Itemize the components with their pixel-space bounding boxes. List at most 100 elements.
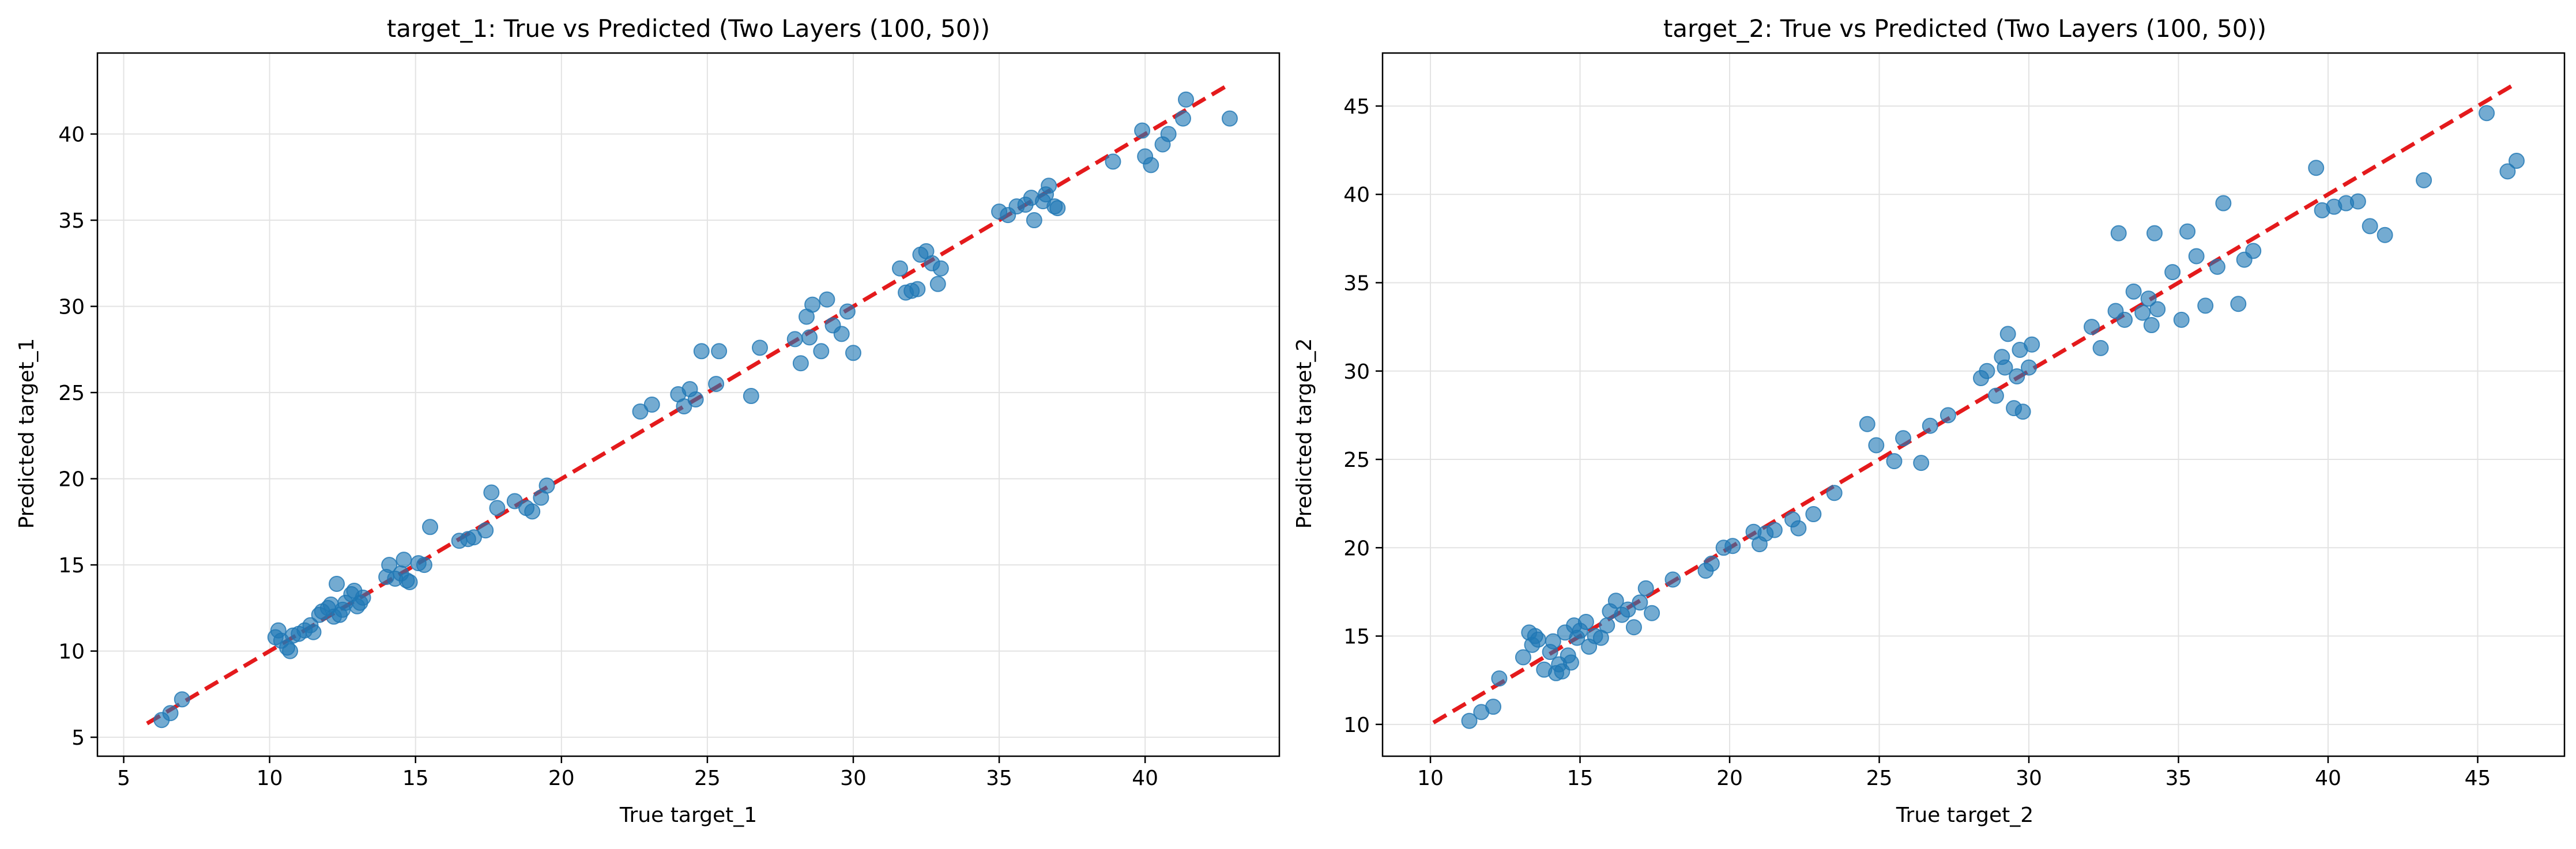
scatter-point	[2479, 105, 2495, 122]
scatter-point	[1868, 437, 1885, 454]
x-tick-label: 15	[1567, 767, 1594, 790]
y-tick-label: 20	[58, 468, 85, 492]
scatter-point	[819, 291, 835, 308]
x-tick-label: 15	[402, 767, 429, 790]
chart-title: target_2: True vs Predicted (Two Layers …	[1663, 14, 2266, 43]
scatter-point	[2084, 319, 2100, 335]
scatter-point	[1160, 126, 1177, 142]
chart-panel-target-2: target_2: True vs Predicted (Two Layers …	[1293, 14, 2566, 827]
y-tick-label: 15	[58, 554, 85, 578]
scatter-point	[1491, 670, 1508, 687]
scatter-point	[2245, 243, 2262, 259]
x-tick-label: 35	[986, 767, 1012, 790]
scatter-point	[1607, 593, 1624, 609]
y-tick-label: 10	[58, 640, 85, 664]
scatter-point	[1041, 178, 1057, 194]
x-tick-label: 40	[2315, 767, 2341, 790]
y-tick-label: 25	[58, 382, 85, 405]
plot-area-frame	[1381, 52, 2566, 757]
scatter-point	[1987, 387, 2004, 404]
scatter-point	[2021, 359, 2038, 376]
scatter-point	[2197, 297, 2214, 314]
scatter-point	[687, 391, 704, 408]
scatter-points	[153, 91, 1238, 729]
scatter-point	[2110, 225, 2127, 242]
scatter-point	[1178, 91, 1195, 108]
y-tick-label: 40	[58, 123, 85, 147]
scatter-point	[1577, 614, 1594, 631]
scatter-point	[1913, 455, 1930, 471]
scatter-point	[1026, 212, 1042, 229]
scatter-point	[801, 329, 818, 346]
scatter-point	[804, 296, 821, 313]
scatter-point	[2092, 339, 2109, 356]
y-tick-label: 10	[1343, 714, 1370, 737]
scatter-point	[401, 573, 418, 590]
scatter-point	[2164, 264, 2181, 281]
scatter-point	[2009, 368, 2025, 384]
scatter-point	[1545, 633, 1561, 650]
scatter-point	[2308, 160, 2325, 176]
scatter-point	[1939, 407, 1956, 424]
scatter-point	[2146, 225, 2163, 242]
y-axis-label: Predicted target_1	[15, 338, 39, 529]
x-tick-label: 30	[840, 767, 867, 790]
scatter-point	[2014, 403, 2031, 420]
scatter-point	[1562, 654, 1579, 671]
scatter-point	[1805, 506, 1822, 523]
y-tick-label: 15	[1343, 625, 1370, 649]
x-axis-label: True target_2	[1896, 803, 2033, 827]
scatter-point	[483, 484, 500, 501]
scatter-point	[282, 643, 299, 659]
y-tick-label: 20	[1343, 537, 1370, 560]
axis-ticks: 10 15 20 25 30 35 40 45 10 15 20 25 30 35 40 45	[1343, 95, 2491, 790]
scatter-point	[708, 376, 725, 393]
axis-ticks: 5 10 15 20 25 30 35 40 5 10 15 20 25 30 35 40	[58, 123, 1158, 790]
scatter-point	[2134, 304, 2151, 321]
scatter-point	[1625, 619, 1642, 636]
scatter-point	[2179, 223, 2196, 240]
y-tick-label: 30	[58, 296, 85, 319]
scatter-point	[2508, 152, 2525, 169]
scatter-point	[538, 477, 555, 494]
x-tick-label: 40	[1132, 767, 1158, 790]
chart-panel-target-1: target_1: True vs Predicted (Two Layers …	[15, 14, 1281, 827]
scatter-point	[643, 397, 660, 413]
y-tick-label: 40	[1343, 183, 1370, 207]
y-tick-label: 5	[71, 726, 85, 750]
scatter-point	[1485, 699, 1502, 715]
x-tick-label: 35	[2166, 767, 2192, 790]
scatter-point	[2024, 336, 2040, 353]
scatter-point	[477, 522, 494, 539]
scatter-point	[2499, 163, 2516, 180]
x-tick-label: 10	[257, 767, 283, 790]
scatter-point	[416, 557, 432, 573]
scatter-point	[1859, 416, 1875, 432]
scatter-point	[1049, 200, 1066, 217]
scatter-point	[2215, 195, 2232, 212]
scatter-point	[2116, 311, 2133, 328]
scatter-point	[2143, 317, 2160, 334]
scatter-point	[162, 705, 179, 722]
scatter-point	[833, 326, 850, 342]
scatter-point	[1664, 571, 1681, 588]
scatter-point	[489, 500, 506, 516]
plot-area-frame	[96, 52, 1281, 757]
scatter-point	[891, 260, 908, 277]
scatter-point	[1632, 594, 1648, 611]
y-tick-label: 30	[1343, 360, 1370, 384]
scatter-point	[1997, 359, 2013, 376]
scatter-point	[786, 331, 803, 348]
scatter-points	[1461, 105, 2525, 729]
grid-lines	[97, 53, 1279, 756]
scatter-point	[909, 281, 926, 297]
scatter-point	[1599, 617, 1615, 634]
scatter-point	[2140, 290, 2157, 307]
scatter-point	[1999, 326, 2016, 342]
scatter-point	[1790, 520, 1807, 537]
scatter-point	[1620, 601, 1636, 618]
x-tick-label: 10	[1417, 767, 1444, 790]
scatter-point	[1105, 153, 1121, 170]
